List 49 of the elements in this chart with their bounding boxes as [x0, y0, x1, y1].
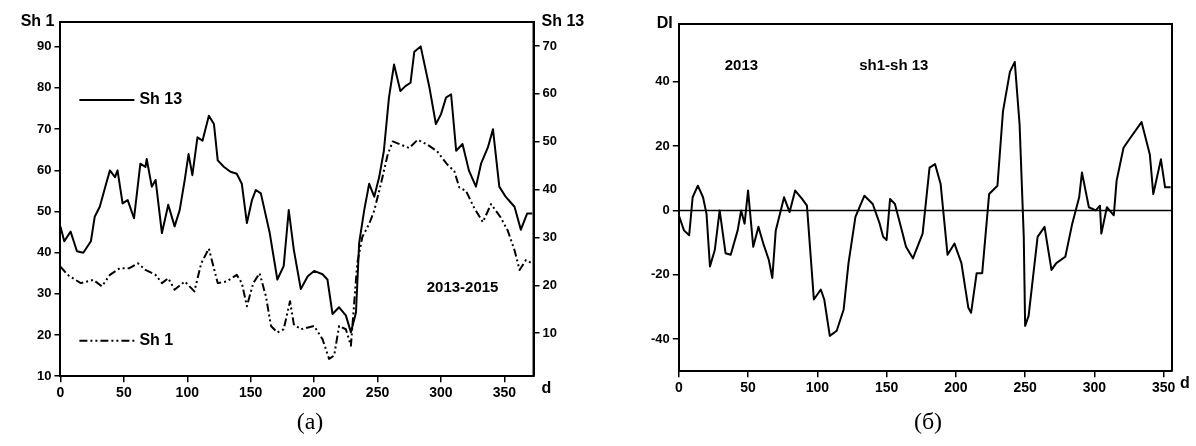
y-tick-label: 40 — [655, 73, 670, 89]
y2-tick-label: 50 — [542, 133, 558, 149]
y-tick-label: 80 — [36, 79, 52, 95]
x-tick-label: 300 — [429, 384, 453, 401]
annotation: 2013 — [724, 55, 759, 73]
y-tick-label: 10 — [36, 367, 52, 383]
x-tick-label: 300 — [1082, 379, 1107, 396]
y2-tick-label: 30 — [542, 228, 558, 244]
y-axis-title: DI — [656, 14, 673, 32]
y-tick-label: 70 — [36, 120, 52, 136]
x-tick-label: 250 — [1013, 379, 1038, 396]
x-tick-label: 150 — [874, 379, 899, 396]
y-tick-label: 0 — [662, 202, 670, 218]
legend-label: Sh 1 — [139, 331, 174, 349]
y-tick-label: 60 — [36, 161, 52, 177]
x-axis-title: d — [541, 378, 552, 396]
y2-tick-label: 70 — [542, 37, 558, 53]
y-axis-title: Sh 1 — [20, 12, 55, 30]
y-tick-label: -20 — [650, 266, 670, 282]
x-tick-label: 0 — [674, 379, 683, 396]
x-tick-label: 200 — [302, 384, 327, 401]
y-tick-label: 50 — [36, 203, 52, 219]
y-tick-label: 90 — [36, 38, 52, 54]
y-tick-label: 40 — [36, 244, 52, 260]
y2-tick-label: 60 — [542, 85, 558, 101]
x-tick-label: 0 — [56, 384, 65, 401]
text: (б) — [913, 408, 943, 435]
x-tick-label: 350 — [1152, 379, 1176, 396]
annotation: sh1-sh 13 — [859, 55, 929, 73]
y2-tick-label: 40 — [542, 181, 558, 197]
y2-tick-label: 10 — [542, 324, 558, 340]
x-axis-title: d — [1180, 373, 1190, 391]
x-tick-label: 150 — [239, 384, 263, 401]
y-tick-label: -40 — [650, 330, 670, 346]
x-tick-label: 200 — [944, 379, 968, 396]
y2-axis-title: Sh 13 — [541, 12, 585, 30]
y-tick-label: 30 — [36, 285, 52, 301]
x-tick-label: 250 — [365, 384, 390, 401]
y2-tick-label: 20 — [542, 276, 558, 292]
text: (a) — [296, 408, 324, 435]
x-tick-label: 100 — [805, 379, 830, 396]
x-tick-label: 50 — [740, 379, 757, 396]
y-tick-label: 20 — [655, 137, 670, 153]
legend-label: Sh 13 — [139, 90, 183, 108]
x-tick-label: 50 — [116, 384, 132, 401]
y-tick-label: 20 — [36, 326, 52, 342]
x-tick-label: 350 — [492, 384, 517, 401]
x-tick-label: 100 — [175, 384, 200, 401]
annotation: 2013-2015 — [426, 277, 499, 295]
